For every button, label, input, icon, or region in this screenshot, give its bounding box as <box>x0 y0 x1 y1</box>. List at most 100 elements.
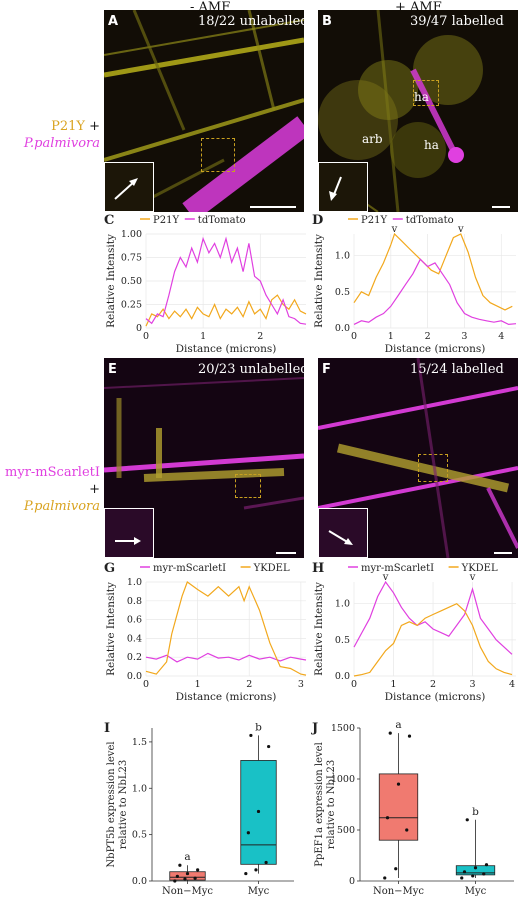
y-axis-label-line1: NbPT5b expression level <box>106 741 117 867</box>
x-axis-label: Distance (microns) <box>385 343 486 355</box>
significance-letter: a <box>184 851 190 863</box>
series-line-myr-mScarletI <box>145 652 307 663</box>
inset-a-arrow <box>114 178 138 200</box>
y-tick-label: 0.4 <box>127 633 142 644</box>
panel-letter-j: J <box>311 721 318 736</box>
data-point <box>254 868 258 872</box>
peak-marker: v <box>382 572 389 583</box>
inset-a <box>104 162 154 212</box>
x-tick-label: 2 <box>430 679 436 690</box>
y-tick-label: 0.2 <box>127 652 142 663</box>
inset-e-arrow <box>115 537 141 545</box>
scale-bar-e <box>276 552 296 554</box>
data-point <box>383 876 387 880</box>
series-line-tdTomato <box>353 258 517 326</box>
y-tick-label: 500 <box>337 825 355 836</box>
panel-letter-c: C <box>104 213 114 228</box>
legend-label: YKDEL <box>253 563 290 574</box>
y-tick-label: 1500 <box>331 723 355 734</box>
legend-label: myr-mScarletI <box>153 563 226 574</box>
data-point <box>465 818 469 822</box>
legend-label: myr-mScarletI <box>361 563 434 574</box>
panel-letter-f: F <box>322 362 331 377</box>
zoom-box-e <box>235 474 261 498</box>
data-point <box>178 863 182 867</box>
zoom-box-a <box>201 138 235 172</box>
x-tick-label: 4 <box>509 679 515 690</box>
data-point <box>482 872 486 876</box>
micrograph-e <box>104 358 304 558</box>
data-point <box>462 870 467 874</box>
y-tick-label: 0.25 <box>121 300 142 311</box>
micrograph-a <box>104 10 304 212</box>
x-tick-label: 2 <box>246 679 252 690</box>
panel-letter-g: G <box>104 561 115 576</box>
data-point <box>264 860 268 865</box>
x-tick-label: 2 <box>425 331 431 342</box>
y-tick-label: 1.0 <box>335 599 350 610</box>
peak-marker: v <box>391 224 398 235</box>
scale-bar-b <box>492 206 510 208</box>
micrograph-b: ha ha arb <box>318 10 518 212</box>
y-axis-label-group: NbPT5b expression level relative to NbL23 <box>106 741 129 867</box>
y-tick-label: 0.50 <box>121 276 142 287</box>
significance-letter: b <box>255 721 262 733</box>
y-tick-label: 0.75 <box>121 253 142 264</box>
y-tick-label: 0.5 <box>335 287 350 298</box>
row-label-top-plus: + <box>89 119 100 134</box>
row-label-top: P21Y + P.palmivora <box>0 118 100 152</box>
y-tick-label: 1.00 <box>121 229 142 240</box>
scale-bar-a <box>250 206 296 208</box>
y-tick-label: 1.0 <box>127 577 142 588</box>
panel-count-e: 20/23 unlabelled <box>198 362 309 377</box>
inset-b <box>318 162 368 212</box>
y-axis-label: Relative Intensity <box>313 582 325 676</box>
label-arb: arb <box>362 132 383 146</box>
y-tick-label: 0.5 <box>132 830 147 841</box>
x-tick-label: 0 <box>143 679 149 690</box>
y-tick-label: 1.0 <box>335 251 350 262</box>
x-tick-label: 4 <box>498 331 504 342</box>
series-line-myr-mScarletI <box>353 580 513 655</box>
micrograph-f <box>318 358 518 558</box>
zoom-box-b <box>413 80 439 106</box>
row-label-bottom-pathogen: P.palmivora <box>23 499 100 514</box>
y-axis-label-group: PpEF1a expression level relative to NbL23 <box>314 742 337 867</box>
peak-marker: v <box>457 224 464 235</box>
legend-label: P21Y <box>153 215 179 226</box>
panel-letter-i: I <box>104 721 110 736</box>
data-point <box>246 831 250 835</box>
panel-letter-b: B <box>322 14 332 29</box>
x-tick-label: 0 <box>143 331 149 342</box>
y-axis-label-line1: PpEF1a expression level <box>314 742 325 867</box>
box <box>455 865 496 876</box>
line-chart-d: D P21Y tdTomato 0.0 0.5 1.0 0 1 2 3 4 v v Distance (m… <box>312 213 517 355</box>
y-axis-label: Relative Intensity <box>105 582 117 676</box>
y-axis-label-line2: relative to NbL23 <box>326 760 337 850</box>
y-tick-label: 0 <box>349 876 355 887</box>
micrograph-b-drawing <box>318 10 518 212</box>
x-tick-label: 3 <box>298 679 304 690</box>
y-tick-label: 0.6 <box>127 615 142 626</box>
x-tick-label: Non−Myc <box>162 886 213 897</box>
data-point <box>394 867 398 871</box>
y-tick-label: 1.0 <box>132 783 147 794</box>
panel-letter-a: A <box>108 14 119 29</box>
data-point <box>249 733 253 738</box>
series-line-tdTomato <box>145 236 307 325</box>
x-tick-label: Myc <box>465 886 487 897</box>
x-tick-label: Non−Myc <box>373 886 424 897</box>
y-axis-label: Relative Intensity <box>105 234 117 328</box>
box <box>169 871 206 881</box>
x-tick-label: 3 <box>461 331 467 342</box>
data-point <box>185 871 190 876</box>
row-label-bottom-plus: + <box>89 482 100 497</box>
y-tick-label: 0.0 <box>335 671 350 682</box>
data-point <box>244 871 248 876</box>
data-point <box>193 876 197 880</box>
significance-letter: a <box>395 719 401 731</box>
plot-area <box>354 234 516 328</box>
inset-f-arrow <box>328 530 353 545</box>
y-tick-label: 0.0 <box>132 876 147 887</box>
